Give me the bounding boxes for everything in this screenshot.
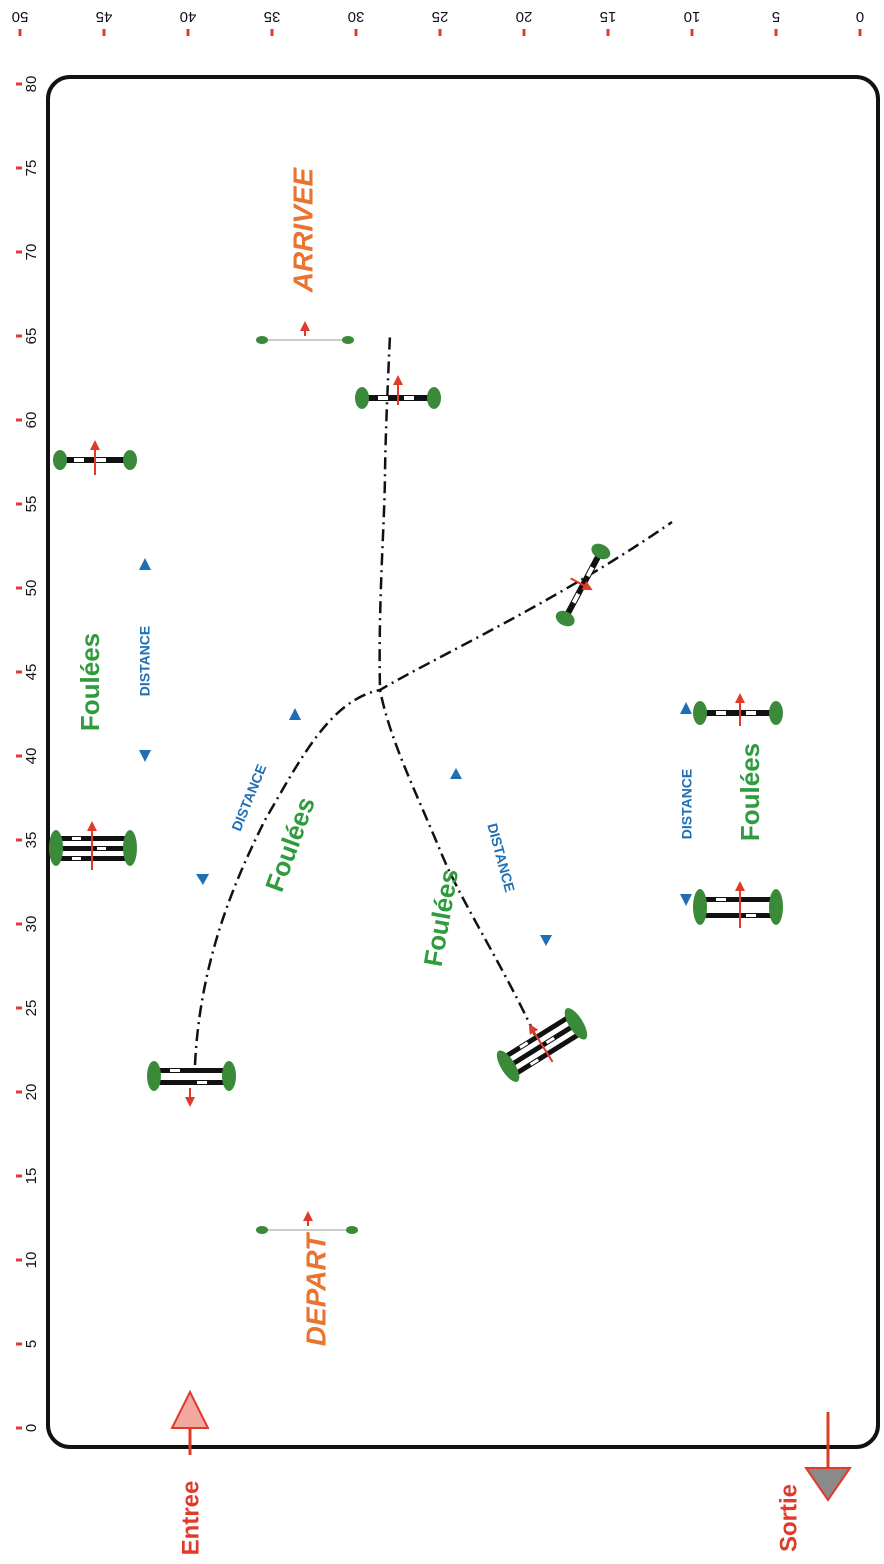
left-scale-tick: 60 [16, 412, 40, 429]
top-scale-tick: 25 [432, 8, 449, 36]
obstacle-vertical [355, 375, 441, 409]
top-scale-label: 10 [684, 8, 701, 25]
top-scale: 50 45 40 35 30 25 20 15 10 5 0 [12, 8, 864, 36]
distance-marker [139, 750, 151, 762]
left-scale-tick: 10 [16, 1252, 40, 1269]
obstacles [49, 321, 783, 1234]
distance-label: DISTANCE [679, 769, 695, 840]
left-scale-label: 45 [23, 664, 40, 681]
top-scale-tick: 45 [96, 8, 113, 36]
top-scale-tick: 40 [180, 8, 197, 36]
course-path [193, 334, 673, 1066]
top-scale-label: 15 [600, 8, 617, 25]
top-scale-label: 20 [516, 8, 533, 25]
left-scale-label: 60 [23, 412, 40, 429]
top-scale-tick: 10 [684, 8, 701, 36]
top-scale-label: 50 [12, 8, 29, 25]
obstacle-diagonal-combination [496, 1008, 588, 1082]
left-scale-tick: 25 [16, 1000, 40, 1017]
path-segment-1 [193, 520, 673, 1066]
distance-marker [196, 874, 209, 885]
obstacle-oxer [147, 1061, 236, 1107]
left-scale-label: 10 [23, 1252, 40, 1269]
path-segment-2 [378, 334, 537, 1036]
left-scale-tick: 0 [16, 1424, 40, 1432]
top-scale-tick: 35 [264, 8, 281, 36]
arena-border [46, 75, 880, 1449]
left-scale-label: 20 [23, 1084, 40, 1101]
entree-label: Entree [177, 1481, 204, 1556]
left-scale-label: 25 [23, 1000, 40, 1017]
top-scale-label: 5 [772, 8, 780, 25]
top-scale-label: 30 [348, 8, 365, 25]
left-scale-label: 75 [23, 160, 40, 177]
distance-marker [450, 768, 462, 779]
left-scale: 80 75 70 65 60 55 50 45 40 35 30 25 20 1… [16, 76, 40, 1432]
obstacle-fence [53, 440, 137, 475]
arrivee-label: ARRIVEE [287, 166, 318, 293]
distance-marker [680, 894, 692, 906]
left-scale-label: 70 [23, 244, 40, 261]
left-scale-tick: 65 [16, 328, 40, 345]
top-scale-tick: 20 [516, 8, 533, 36]
distance-marker [289, 708, 301, 720]
top-scale-label: 25 [432, 8, 449, 25]
foulees-label: Foulées [735, 743, 765, 841]
start-line [256, 1211, 358, 1234]
left-scale-tick: 75 [16, 160, 40, 177]
left-scale-label: 65 [23, 328, 40, 345]
finish-line [256, 321, 354, 344]
top-scale-label: 40 [180, 8, 197, 25]
distance-label: DISTANCE [137, 626, 153, 697]
obstacle-triple-bar [49, 821, 137, 870]
left-scale-tick: 15 [16, 1168, 40, 1185]
left-scale-tick: 35 [16, 832, 40, 849]
left-scale-label: 50 [23, 580, 40, 597]
left-scale-tick: 55 [16, 496, 40, 513]
top-scale-label: 0 [856, 8, 864, 25]
top-scale-label: 45 [96, 8, 113, 25]
left-scale-label: 15 [23, 1168, 40, 1185]
foulees-label: Foulées [75, 633, 105, 731]
distance-marker [680, 702, 692, 714]
obstacle-diagonal-vertical [555, 543, 611, 627]
left-scale-label: 35 [23, 832, 40, 849]
left-scale-label: 5 [23, 1340, 40, 1348]
left-scale-tick: 45 [16, 664, 40, 681]
top-scale-label: 35 [264, 8, 281, 25]
left-scale-tick: 30 [16, 916, 40, 933]
top-scale-tick: 0 [856, 8, 864, 36]
top-scale-tick: 30 [348, 8, 365, 36]
left-scale-tick: 80 [16, 76, 40, 93]
obstacle-right-lower-oxer [693, 881, 783, 928]
distance-marker [139, 558, 151, 570]
left-scale-label: 40 [23, 748, 40, 765]
sortie-label: Sortie [775, 1484, 802, 1552]
exit-arrow-icon [804, 1412, 852, 1502]
left-scale-tick: 20 [16, 1084, 40, 1101]
left-scale-tick: 5 [16, 1340, 40, 1348]
left-scale-label: 30 [23, 916, 40, 933]
left-scale-label: 55 [23, 496, 40, 513]
top-scale-tick: 15 [600, 8, 617, 36]
top-scale-tick: 50 [12, 8, 29, 36]
entry-arrow-icon [170, 1389, 210, 1455]
left-scale-label: 80 [23, 76, 40, 93]
obstacle-right-upper [693, 693, 783, 726]
top-scale-tick: 5 [772, 8, 780, 36]
depart-label: DEPART [300, 1231, 331, 1346]
distance-marker [540, 935, 552, 946]
left-scale-tick: 70 [16, 244, 40, 261]
left-scale-label: 0 [23, 1424, 40, 1432]
left-scale-tick: 50 [16, 580, 40, 597]
distance-markers [139, 558, 692, 946]
left-scale-tick: 40 [16, 748, 40, 765]
